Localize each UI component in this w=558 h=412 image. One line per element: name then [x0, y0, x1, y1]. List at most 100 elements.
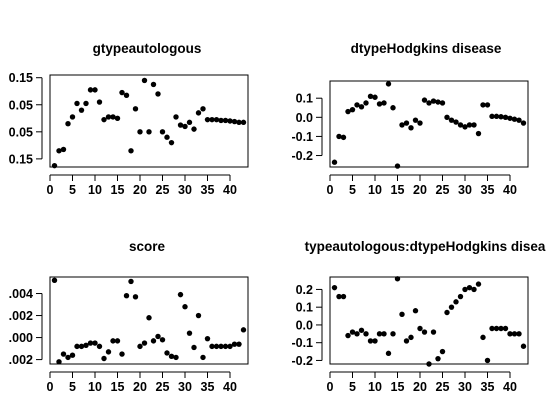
x-tick-label: 20: [133, 183, 147, 197]
data-point: [516, 331, 522, 337]
data-point: [390, 331, 396, 337]
data-point: [146, 129, 152, 135]
data-point: [358, 327, 365, 333]
y-tick-label: 0.2: [296, 283, 313, 297]
x-tick-label: 25: [436, 380, 450, 394]
data-point: [240, 119, 247, 126]
x-tick-label: 40: [223, 183, 237, 197]
data-point: [331, 159, 338, 165]
data-point: [240, 327, 247, 333]
data-point: [430, 98, 437, 104]
y-tick-label: 0.15: [9, 152, 33, 166]
data-point: [444, 114, 450, 121]
data-point: [60, 146, 67, 153]
chart-panel-3: score 0 5 10 15 20 25 30 35 40 .004 .002 .000 .002: [9, 239, 249, 394]
data-point: [489, 113, 495, 120]
plot-frame: [49, 74, 249, 168]
x-tick-label: 10: [368, 183, 382, 197]
data-point: [137, 129, 143, 135]
data-point: [119, 89, 125, 96]
data-point: [209, 343, 215, 350]
data-point: [367, 338, 374, 344]
x-tick-label: 10: [88, 183, 102, 197]
data-point: [164, 134, 170, 140]
chart-title: typeautologous:dtypeHodgkins disea: [305, 239, 546, 254]
data-point: [345, 332, 351, 339]
data-point: [516, 117, 522, 123]
data-point: [507, 115, 513, 121]
data-point: [367, 93, 374, 99]
data-point: [150, 81, 157, 88]
data-point: [173, 354, 179, 361]
x-tick-label: 20: [413, 380, 427, 394]
data-point: [132, 106, 139, 112]
data-point: [231, 341, 238, 347]
x-tick-label: 0: [47, 183, 54, 197]
x-tick-label: 5: [69, 183, 76, 197]
x-tick-label: 30: [458, 183, 472, 197]
x-tick-label: 20: [413, 183, 427, 197]
data-point: [498, 325, 504, 332]
data-point: [168, 353, 175, 359]
data-point: [457, 293, 464, 300]
x-tick-label: 40: [223, 380, 237, 394]
chart-panel-4: typeautologous:dtypeHodgkins disea 0 5 10 15…: [291, 239, 545, 394]
data-point: [200, 106, 206, 112]
chart-title: dtypeHodgkins disease: [351, 41, 502, 56]
data-point: [502, 325, 509, 332]
data-point: [336, 293, 342, 300]
data-point: [354, 331, 360, 337]
x-tick-label: 5: [349, 183, 356, 197]
data-point: [227, 118, 233, 124]
chart-panel-2: dtypeHodgkins disease 0 5 10 15 20 25 30 35 40 0.1…: [291, 41, 529, 197]
data-point: [462, 124, 468, 130]
data-point: [65, 354, 71, 361]
y-tick-label: 0.05: [9, 98, 33, 112]
data-point: [471, 286, 477, 293]
y-tick-label: 0.05: [9, 125, 33, 139]
data-point: [453, 119, 459, 125]
x-tick-label: 15: [391, 183, 405, 197]
x-tick-label: 25: [156, 380, 170, 394]
data-point: [87, 340, 94, 346]
data-point: [340, 293, 347, 300]
data-point: [110, 114, 116, 120]
y-tick-label: 0.0: [296, 318, 313, 332]
data-point: [209, 116, 215, 123]
data-point: [114, 338, 121, 344]
x-tick-label: 10: [88, 380, 102, 394]
chart-title: score: [129, 239, 166, 254]
data-point: [511, 331, 518, 337]
data-point: [78, 343, 85, 350]
data-point: [489, 325, 495, 332]
data-point: [448, 304, 455, 310]
y-tick-label: .004: [9, 287, 33, 301]
x-tick-label: 30: [178, 380, 192, 394]
x-tick-label: 10: [368, 380, 382, 394]
data-point: [354, 102, 360, 108]
data-point: [372, 338, 378, 344]
data-point: [457, 122, 464, 128]
data-point: [123, 92, 130, 98]
data-point: [177, 291, 184, 298]
data-point: [399, 311, 405, 317]
x-tick-label: 30: [458, 380, 472, 394]
data-point: [155, 333, 161, 340]
data-point: [195, 312, 202, 319]
data-point: [83, 342, 89, 348]
data-point: [96, 343, 103, 350]
data-point: [466, 284, 473, 291]
data-point: [520, 120, 527, 126]
data-point: [439, 348, 446, 355]
data-point: [394, 163, 401, 169]
data-point: [204, 335, 211, 342]
data-point: [349, 106, 356, 113]
data-point: [493, 113, 500, 120]
data-point: [114, 115, 121, 121]
data-point: [227, 343, 233, 350]
x-tick-label: 35: [201, 183, 215, 197]
data-point: [74, 343, 80, 350]
data-point: [372, 94, 378, 100]
data-point: [426, 100, 432, 106]
